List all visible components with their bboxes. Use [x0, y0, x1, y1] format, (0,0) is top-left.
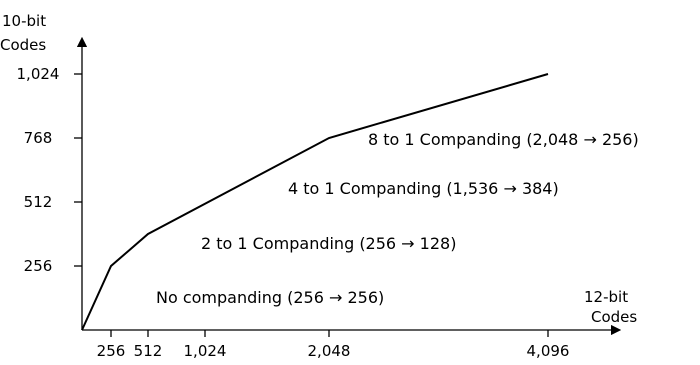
- y-tick-label: 1,024: [17, 65, 60, 83]
- x-tick-label: 512: [134, 342, 163, 360]
- y-tick-label: 512: [24, 193, 53, 211]
- series-group: [81, 73, 549, 331]
- y-tick-label: 768: [24, 129, 53, 147]
- y-tick-label: 256: [24, 257, 53, 275]
- x-axis-label-line1: 12-bit: [584, 288, 628, 306]
- y-ticks: 256 512 768 1,024: [17, 65, 82, 275]
- annotations: 8 to 1 Companding (2,048 → 256) 4 to 1 Co…: [156, 130, 639, 307]
- x-tick-label: 1,024: [184, 342, 227, 360]
- companding-annotation: 8 to 1 Companding (2,048 → 256): [368, 130, 639, 149]
- x-tick-label: 256: [97, 342, 126, 360]
- x-tick-label: 2,048: [308, 342, 351, 360]
- companding-curve: [81, 73, 549, 331]
- x-tick-label: 4,096: [527, 342, 570, 360]
- x-ticks: 256 512 1,024 2,048 4,096: [97, 330, 570, 360]
- y-axis-label-line1: 10-bit: [2, 12, 46, 30]
- companding-annotation: 2 to 1 Companding (256 → 128): [201, 234, 456, 253]
- companding-annotation: No companding (256 → 256): [156, 288, 384, 307]
- companding-annotation: 4 to 1 Companding (1,536 → 384): [288, 179, 559, 198]
- x-axis-label-line2: Codes: [591, 308, 637, 326]
- y-axis-label-line2: Codes: [0, 36, 46, 54]
